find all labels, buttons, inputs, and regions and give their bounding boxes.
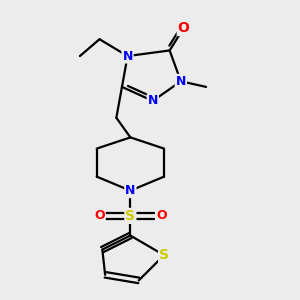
Text: S: S <box>159 248 169 262</box>
Text: N: N <box>176 75 186 88</box>
Text: N: N <box>122 50 133 63</box>
Text: O: O <box>94 209 105 222</box>
Text: S: S <box>125 209 135 223</box>
Text: N: N <box>148 94 158 107</box>
Text: O: O <box>156 209 166 222</box>
Text: N: N <box>125 184 136 197</box>
Text: O: O <box>178 21 190 35</box>
